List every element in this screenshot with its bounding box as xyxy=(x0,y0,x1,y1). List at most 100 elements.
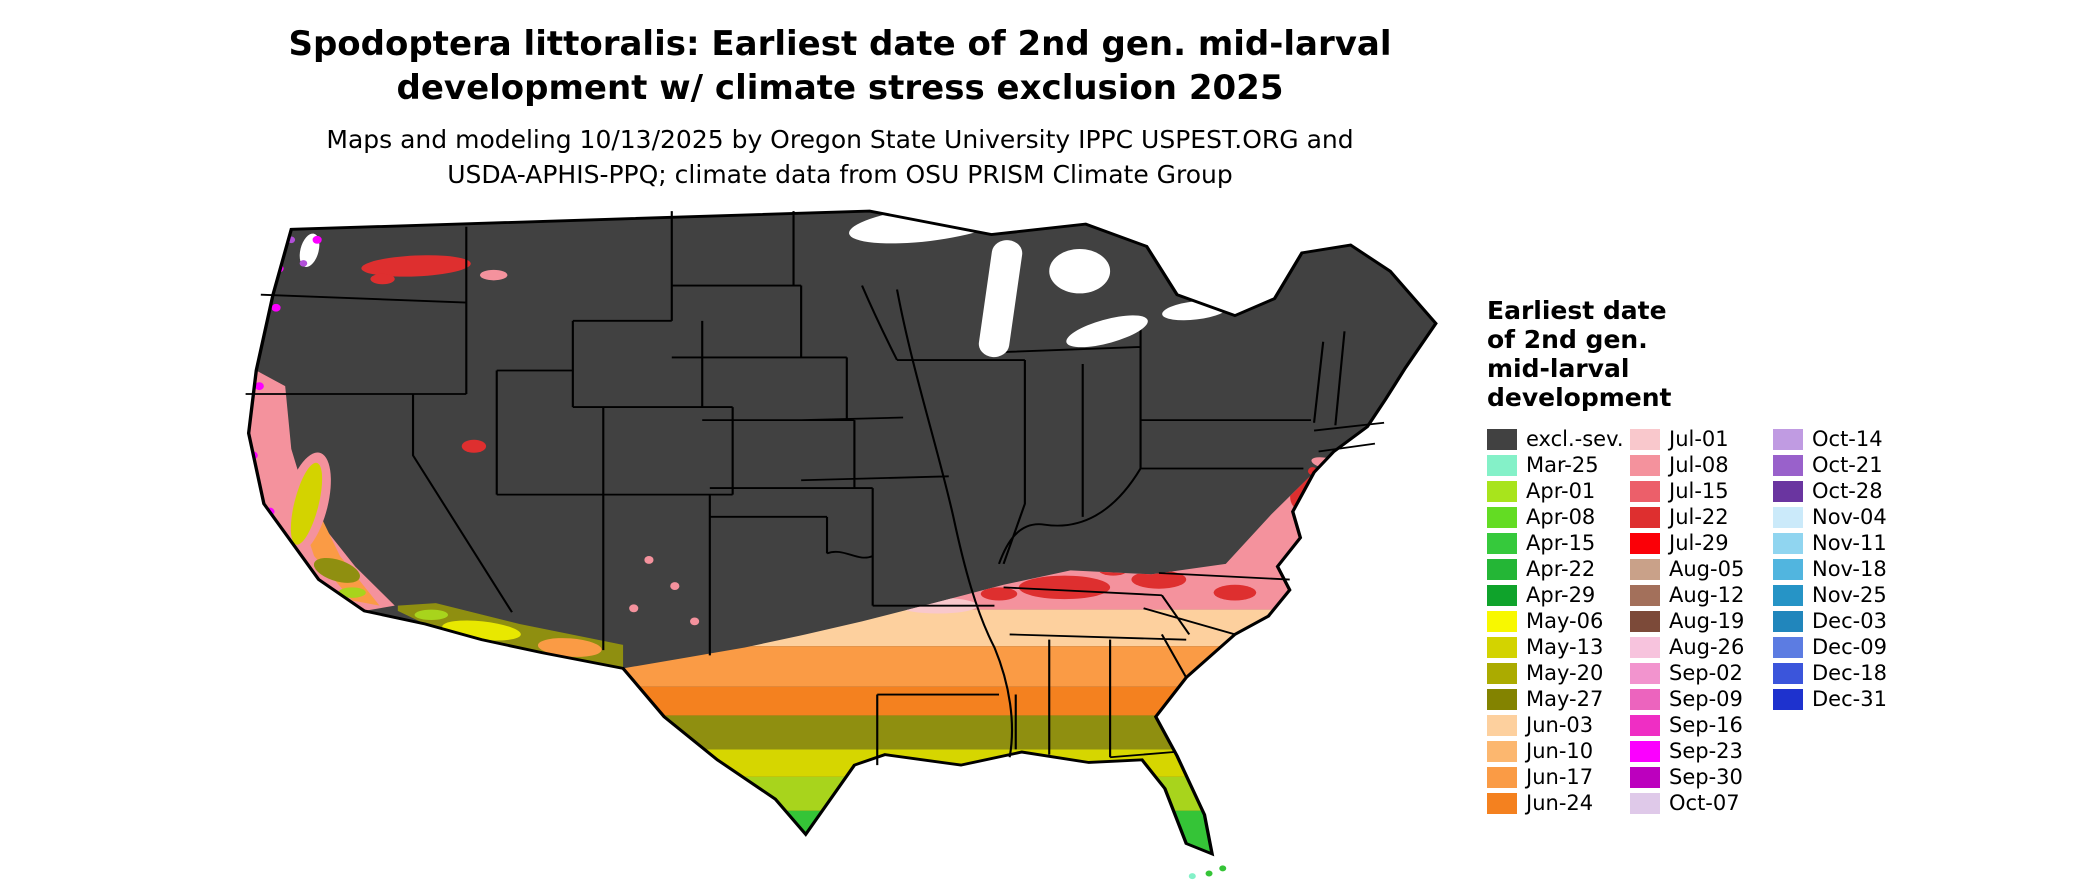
page-subtitle: Maps and modeling 10/13/2025 by Oregon S… xyxy=(170,122,1510,192)
legend-item-label: Oct-21 xyxy=(1812,453,1883,477)
legend-item-label: May-20 xyxy=(1526,661,1604,685)
legend-item: Dec-03 xyxy=(1773,608,1916,634)
legend-item: Jun-03 xyxy=(1487,712,1630,738)
lake-ontario xyxy=(1162,300,1229,321)
legend-swatch xyxy=(1487,688,1517,710)
legend-item-label: Jun-10 xyxy=(1526,739,1594,763)
legend-swatch xyxy=(1773,662,1803,684)
us-choropleth-map xyxy=(238,198,1448,884)
legend-column: Jul-01 Jul-08 Jul-15 Jul-22 Jul-29 Aug-05 Aug-… xyxy=(1630,426,1773,816)
legend-swatch xyxy=(1630,558,1660,580)
legend-item-label: Aug-05 xyxy=(1669,557,1745,581)
legend-title-line-2: of 2nd gen. xyxy=(1487,325,1648,354)
legend-swatch xyxy=(1773,454,1803,476)
legend-swatch xyxy=(1773,688,1803,710)
legend-swatch xyxy=(1630,688,1660,710)
legend-item-label: Jul-15 xyxy=(1669,479,1729,503)
legend-item-label: Dec-03 xyxy=(1812,609,1887,633)
legend-item-label: Nov-18 xyxy=(1812,557,1887,581)
legend-item-label: Dec-09 xyxy=(1812,635,1887,659)
legend-item: Jul-01 xyxy=(1630,426,1773,452)
legend-item-label: Apr-15 xyxy=(1526,531,1596,555)
map-legend: Earliest date of 2nd gen. mid-larval dev… xyxy=(1487,296,2087,816)
legend-swatch xyxy=(1487,636,1517,658)
us-outline xyxy=(246,209,1438,857)
legend-swatch xyxy=(1487,610,1517,632)
lake-erie xyxy=(1066,315,1148,348)
legend-item-label: Sep-02 xyxy=(1669,661,1743,685)
legend-item: Apr-15 xyxy=(1487,530,1630,556)
legend-item: Dec-31 xyxy=(1773,686,1916,712)
legend-item-label: Oct-07 xyxy=(1669,791,1740,815)
legend-item-label: Oct-14 xyxy=(1812,427,1883,451)
legend-item-label: Jul-08 xyxy=(1669,453,1729,477)
legend-item: Dec-18 xyxy=(1773,660,1916,686)
legend-item: Sep-09 xyxy=(1630,686,1773,712)
legend-item-label: Dec-31 xyxy=(1812,687,1887,711)
legend-item-label: Jul-01 xyxy=(1669,427,1729,451)
legend-item: Apr-01 xyxy=(1487,478,1630,504)
legend-item: Dec-09 xyxy=(1773,634,1916,660)
legend-item-label: Sep-30 xyxy=(1669,765,1743,789)
legend-item-label: Jun-24 xyxy=(1526,791,1594,815)
legend-item-label: Apr-01 xyxy=(1526,479,1596,503)
state-borders xyxy=(245,211,1385,766)
legend-title-line-4: development xyxy=(1487,383,1672,412)
legend-swatch xyxy=(1630,636,1660,658)
us-map-svg xyxy=(245,204,1438,880)
legend-item-label: excl.-sev. xyxy=(1526,427,1624,451)
legend-swatch xyxy=(1773,506,1803,528)
legend-swatch xyxy=(1773,532,1803,554)
legend-item: Mar-25 xyxy=(1487,452,1630,478)
legend-swatch xyxy=(1487,480,1517,502)
legend-item-label: Sep-23 xyxy=(1669,739,1743,763)
legend-item-label: Apr-22 xyxy=(1526,557,1596,581)
legend-swatch xyxy=(1487,662,1517,684)
legend-columns: excl.-sev. Mar-25 Apr-01 Apr-08 Apr-15 Apr-22… xyxy=(1487,426,2087,816)
legend-item-label: May-27 xyxy=(1526,687,1604,711)
legend-item-label: Nov-11 xyxy=(1812,531,1887,555)
legend-swatch xyxy=(1630,532,1660,554)
legend-item: Aug-05 xyxy=(1630,556,1773,582)
legend-item-label: Sep-09 xyxy=(1669,687,1743,711)
legend-title-line-1: Earliest date xyxy=(1487,296,1667,325)
legend-item: Oct-14 xyxy=(1773,426,1916,452)
legend-swatch xyxy=(1487,714,1517,736)
legend-swatch xyxy=(1630,662,1660,684)
legend-item: Sep-02 xyxy=(1630,660,1773,686)
legend-swatch xyxy=(1487,506,1517,528)
legend-swatch xyxy=(1487,584,1517,606)
great-lakes xyxy=(849,204,1229,358)
legend-item: Apr-29 xyxy=(1487,582,1630,608)
lake-michigan xyxy=(978,240,1023,358)
legend-swatch xyxy=(1487,766,1517,788)
legend-item: Aug-26 xyxy=(1630,634,1773,660)
legend-item: Sep-23 xyxy=(1630,738,1773,764)
page-title: Spodoptera littoralis: Earliest date of … xyxy=(170,22,1510,110)
legend-item: May-06 xyxy=(1487,608,1630,634)
legend-item: excl.-sev. xyxy=(1487,426,1630,452)
legend-swatch xyxy=(1630,506,1660,528)
legend-swatch xyxy=(1630,584,1660,606)
legend-item: Oct-28 xyxy=(1773,478,1916,504)
page-subtitle-line-2: USDA-APHIS-PPQ; climate data from OSU PR… xyxy=(447,160,1233,189)
legend-swatch xyxy=(1630,714,1660,736)
legend-item: May-13 xyxy=(1487,634,1630,660)
legend-swatch xyxy=(1773,428,1803,450)
legend-swatch xyxy=(1773,480,1803,502)
legend-item: Jul-08 xyxy=(1630,452,1773,478)
legend-item: Nov-11 xyxy=(1773,530,1916,556)
legend-swatch xyxy=(1487,532,1517,554)
legend-column: excl.-sev. Mar-25 Apr-01 Apr-08 Apr-15 Apr-22… xyxy=(1487,426,1630,816)
lake-huron xyxy=(1049,248,1111,294)
legend-item-label: May-13 xyxy=(1526,635,1604,659)
map-west-detail xyxy=(248,233,1342,669)
legend-item-label: Jun-17 xyxy=(1526,765,1594,789)
legend-item-label: May-06 xyxy=(1526,609,1604,633)
legend-item: Jul-29 xyxy=(1630,530,1773,556)
legend-item-label: Jul-29 xyxy=(1669,531,1729,555)
legend-swatch xyxy=(1487,558,1517,580)
legend-item: Sep-30 xyxy=(1630,764,1773,790)
legend-item: Apr-08 xyxy=(1487,504,1630,530)
legend-item-label: Dec-18 xyxy=(1812,661,1887,685)
